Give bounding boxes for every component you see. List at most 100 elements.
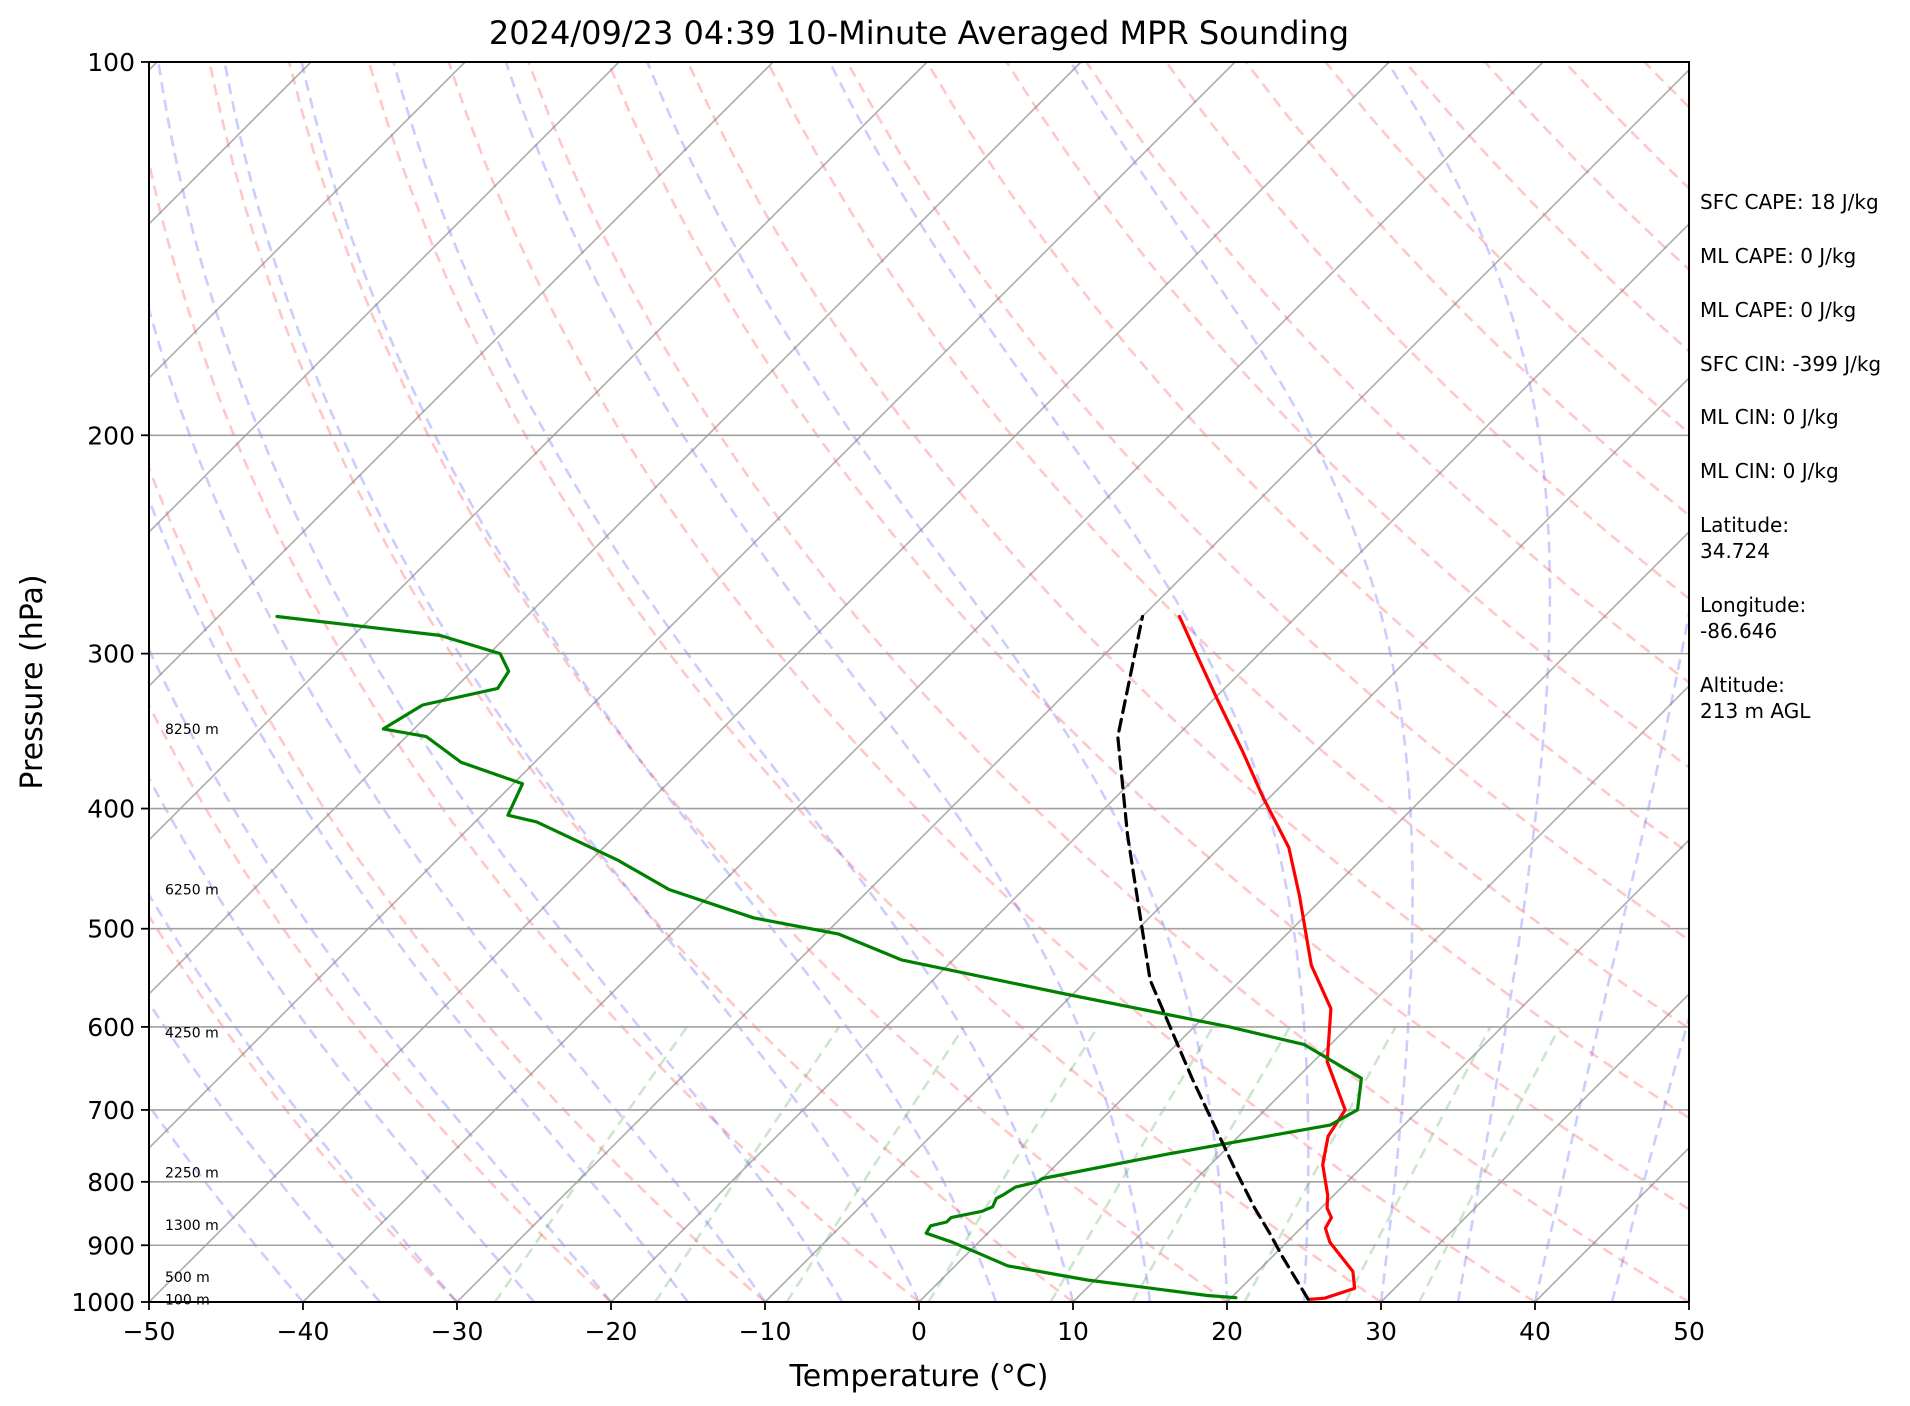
- moist-adiabat: [223, 62, 921, 1302]
- sounding-info-panel: SFC CAPE: 18 J/kg ML CAPE: 0 J/kg ML CAPE:…: [1700, 190, 1881, 723]
- moist-adiabat: [1533, 607, 1689, 1302]
- info-line: Longitude:: [1700, 593, 1806, 617]
- moist-adiabat: [149, 892, 458, 1302]
- mixing-ratio-line: [785, 1026, 965, 1302]
- height-label: 6250 m: [165, 883, 219, 899]
- isotherm: [1380, 992, 1689, 1302]
- x-tick-label: 50: [1673, 1317, 1705, 1346]
- height-label: 1300 m: [165, 1218, 219, 1234]
- height-label: 8250 m: [165, 722, 219, 738]
- sounding-lines: [275, 614, 1363, 1301]
- dry-adiabat: [208, 62, 1074, 1302]
- height-label: 2250 m: [165, 1165, 219, 1181]
- mixing-ratio-line: [927, 1026, 1099, 1302]
- x-tick-label: 0: [911, 1317, 927, 1346]
- isotherm: [1226, 838, 1689, 1302]
- moist-adiabat: [149, 646, 613, 1302]
- moist-adiabat: [149, 1000, 381, 1302]
- x-tick-label: −50: [123, 1317, 176, 1346]
- x-tick-label: 30: [1365, 1317, 1397, 1346]
- mixing-ratio-line: [1049, 1026, 1215, 1302]
- isotherm: [149, 62, 466, 380]
- isobar-grid: [149, 434, 1689, 1247]
- y-axis-label: Pressure (hPa): [15, 574, 50, 789]
- info-line: SFC CIN: -399 J/kg: [1700, 352, 1881, 376]
- x-axis-label: Temperature (°C): [789, 1359, 1049, 1394]
- info-line: Altitude:: [1700, 673, 1785, 697]
- dry-adiabat: [1085, 62, 1689, 685]
- isotherm: [149, 62, 620, 534]
- info-line: 34.724: [1700, 539, 1770, 563]
- moist-adiabat: [149, 1103, 304, 1302]
- dry-adiabat: [287, 62, 1228, 1302]
- isotherm: [149, 62, 774, 688]
- moist-adiabat: [504, 62, 1152, 1302]
- moist-adiabat: [1610, 1013, 1689, 1302]
- isotherm: [149, 62, 928, 842]
- y-axis-ticks: 100 200 300 400 500 600 700 800 900 1000: [71, 48, 149, 1317]
- info-line: 213 m AGL: [1700, 699, 1811, 723]
- dry-adiabat: [1005, 62, 1689, 769]
- y-tick-label: 500: [87, 915, 135, 944]
- y-tick-label: 900: [87, 1231, 135, 1260]
- isotherm: [149, 62, 1390, 1302]
- dry-adiabat: [149, 464, 766, 1302]
- y-tick-label: 400: [87, 795, 135, 824]
- info-line: ML CAPE: 0 J/kg: [1700, 244, 1856, 268]
- isotherm: [149, 62, 1082, 996]
- isotherm: [302, 62, 1544, 1302]
- x-tick-label: 20: [1211, 1317, 1243, 1346]
- parcel-line: [1116, 614, 1310, 1301]
- mixing-ratio-line: [1131, 1026, 1292, 1302]
- isotherm: [149, 62, 1236, 1150]
- dewpoint-line: [275, 614, 1363, 1300]
- y-tick-label: 200: [87, 421, 135, 450]
- info-line: ML CIN: 0 J/kg: [1700, 459, 1839, 483]
- x-axis-ticks: −50 −40 −30 −20 −10 0 10 20 30 40 50: [123, 1302, 1705, 1346]
- y-tick-label: 600: [87, 1013, 135, 1042]
- info-line: -86.646: [1700, 619, 1777, 643]
- isotherm: [1072, 684, 1689, 1302]
- x-tick-label: 10: [1057, 1317, 1089, 1346]
- y-tick-label: 1000: [71, 1288, 135, 1317]
- x-tick-label: 40: [1519, 1317, 1551, 1346]
- moist-adiabat: [392, 62, 1075, 1302]
- moist-adiabat: [828, 62, 1310, 1302]
- height-label: 500 m: [165, 1270, 210, 1286]
- info-line: SFC CAPE: 18 J/kg: [1700, 190, 1879, 214]
- dry-adiabat: [447, 62, 1536, 1302]
- moist-adiabat: [157, 62, 844, 1302]
- y-tick-label: 300: [87, 640, 135, 669]
- dry-adiabat: [149, 157, 920, 1302]
- x-tick-label: −10: [739, 1317, 792, 1346]
- moist-adiabat: [149, 304, 767, 1302]
- moist-adiabat: [646, 62, 1229, 1302]
- y-tick-label: 100: [87, 48, 135, 77]
- height-labels: 100 m 500 m 1300 m 2250 m 4250 m 6250 m 8250 m: [165, 722, 219, 1308]
- isotherm: [610, 222, 1689, 1302]
- isotherm: [456, 68, 1689, 1302]
- info-line: Latitude:: [1700, 513, 1789, 537]
- dry-adiabat: [527, 62, 1689, 1302]
- height-label: 100 m: [165, 1292, 210, 1308]
- height-label: 4250 m: [165, 1025, 219, 1041]
- moist-adiabat: [149, 496, 690, 1302]
- dry-adiabat: [606, 62, 1689, 1211]
- moist-adiabat: [1386, 62, 1552, 1302]
- dry-adiabat: [686, 62, 1689, 1120]
- dry-adiabat: [367, 62, 1382, 1302]
- dry-adiabat: [149, 702, 612, 1302]
- isotherm: [918, 530, 1689, 1302]
- dry-adiabat: [766, 62, 1689, 1030]
- background-lines: [149, 62, 1689, 1302]
- x-tick-label: −30: [431, 1317, 484, 1346]
- y-tick-label: 700: [87, 1096, 135, 1125]
- y-tick-label: 800: [87, 1168, 135, 1197]
- dry-adiabat: [846, 62, 1689, 942]
- x-tick-label: −20: [585, 1317, 638, 1346]
- x-tick-label: −40: [277, 1317, 330, 1346]
- dry-adiabat: [149, 913, 458, 1302]
- info-line: ML CIN: 0 J/kg: [1700, 405, 1839, 429]
- moist-adiabat: [149, 775, 535, 1302]
